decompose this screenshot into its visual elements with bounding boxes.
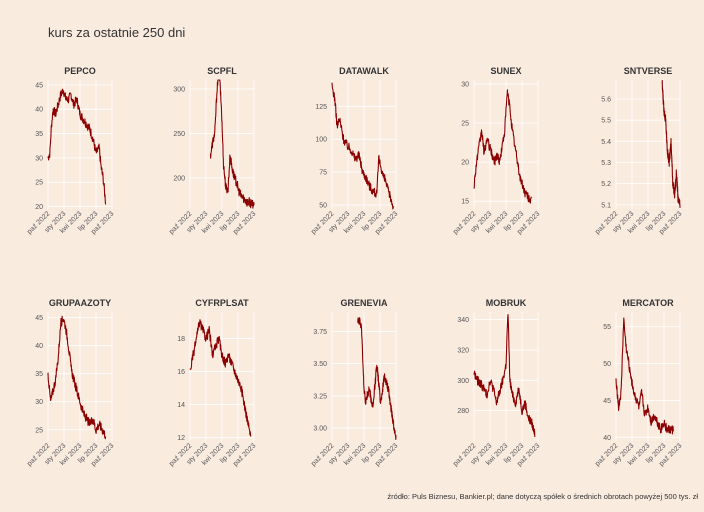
y-tick-label: 75 <box>319 170 327 177</box>
price-line-pepco <box>47 88 107 205</box>
y-tick-label: 30 <box>35 155 43 162</box>
y-tick-label: 340 <box>457 317 469 324</box>
y-tick-label: 200 <box>173 175 185 182</box>
panel-title: DATAWALK <box>339 66 389 76</box>
y-tick-label: 35 <box>35 131 43 138</box>
y-tick-label: 300 <box>457 378 469 385</box>
y-tick-label: 25 <box>35 180 43 187</box>
y-tick-label: 300 <box>173 86 185 93</box>
y-tick-label: 100 <box>315 137 327 144</box>
y-tick-label: 20 <box>35 204 43 211</box>
price-line-mobruk <box>473 313 536 438</box>
panel-title: MOBRUK <box>486 298 527 308</box>
panel-title: PEPCO <box>64 66 96 76</box>
source-caption: źródło: Puls Biznesu, Bankier.pl; dane d… <box>387 492 698 501</box>
panel-title: SNTVERSE <box>624 66 673 76</box>
figure-title: kurs za ostatnie 250 dni <box>48 25 186 40</box>
y-tick-label: 250 <box>173 131 185 138</box>
price-line-datawalk <box>331 82 394 210</box>
panel-title: GRUPAAZOTY <box>49 298 111 308</box>
price-line-sntverse <box>661 80 681 208</box>
panel-title: MERCATOR <box>622 298 674 308</box>
y-tick-label: 16 <box>177 369 185 376</box>
y-tick-label: 3.50 <box>313 361 327 368</box>
y-tick-label: 40 <box>603 435 611 442</box>
y-tick-label: 15 <box>461 199 469 206</box>
y-tick-label: 35 <box>35 371 43 378</box>
y-tick-label: 5.5 <box>601 118 611 125</box>
y-tick-label: 5.2 <box>601 181 611 188</box>
y-tick-label: 18 <box>177 336 185 343</box>
y-tick-label: 3.75 <box>313 329 327 336</box>
y-tick-label: 5.4 <box>601 139 611 146</box>
y-tick-label: 3.25 <box>313 393 327 400</box>
price-line-grupaazoty <box>47 315 107 440</box>
y-tick-label: 45 <box>35 82 43 89</box>
panel-title: CYFRPLSAT <box>195 298 249 308</box>
panel-title: GRENEVIA <box>340 298 388 308</box>
y-tick-label: 3.00 <box>313 426 327 433</box>
y-tick-label: 20 <box>461 160 469 167</box>
y-tick-label: 40 <box>35 343 43 350</box>
y-tick-label: 25 <box>35 427 43 434</box>
y-tick-label: 12 <box>177 435 185 442</box>
y-tick-label: 125 <box>315 104 327 111</box>
y-tick-label: 320 <box>457 347 469 354</box>
panel-title: SUNEX <box>490 66 521 76</box>
y-tick-label: 30 <box>35 399 43 406</box>
price-line-cyfrplsat <box>189 319 252 437</box>
y-tick-label: 25 <box>461 121 469 128</box>
y-tick-label: 40 <box>35 107 43 114</box>
y-tick-label: 5.6 <box>601 97 611 104</box>
y-tick-label: 14 <box>177 402 185 409</box>
y-tick-label: 50 <box>319 203 327 210</box>
y-tick-label: 50 <box>603 361 611 368</box>
price-line-grenevia <box>357 317 397 441</box>
y-tick-label: 45 <box>35 315 43 322</box>
price-line-mercator <box>615 317 675 435</box>
y-tick-label: 55 <box>603 324 611 331</box>
y-tick-label: 5.1 <box>601 202 611 209</box>
y-tick-label: 280 <box>457 408 469 415</box>
y-tick-label: 45 <box>603 398 611 405</box>
price-line-sunex <box>473 89 533 204</box>
y-tick-label: 5.3 <box>601 160 611 167</box>
y-tick-label: 30 <box>461 81 469 88</box>
price-line-scpfl <box>209 79 255 209</box>
panel-title: SCPFL <box>207 66 237 76</box>
